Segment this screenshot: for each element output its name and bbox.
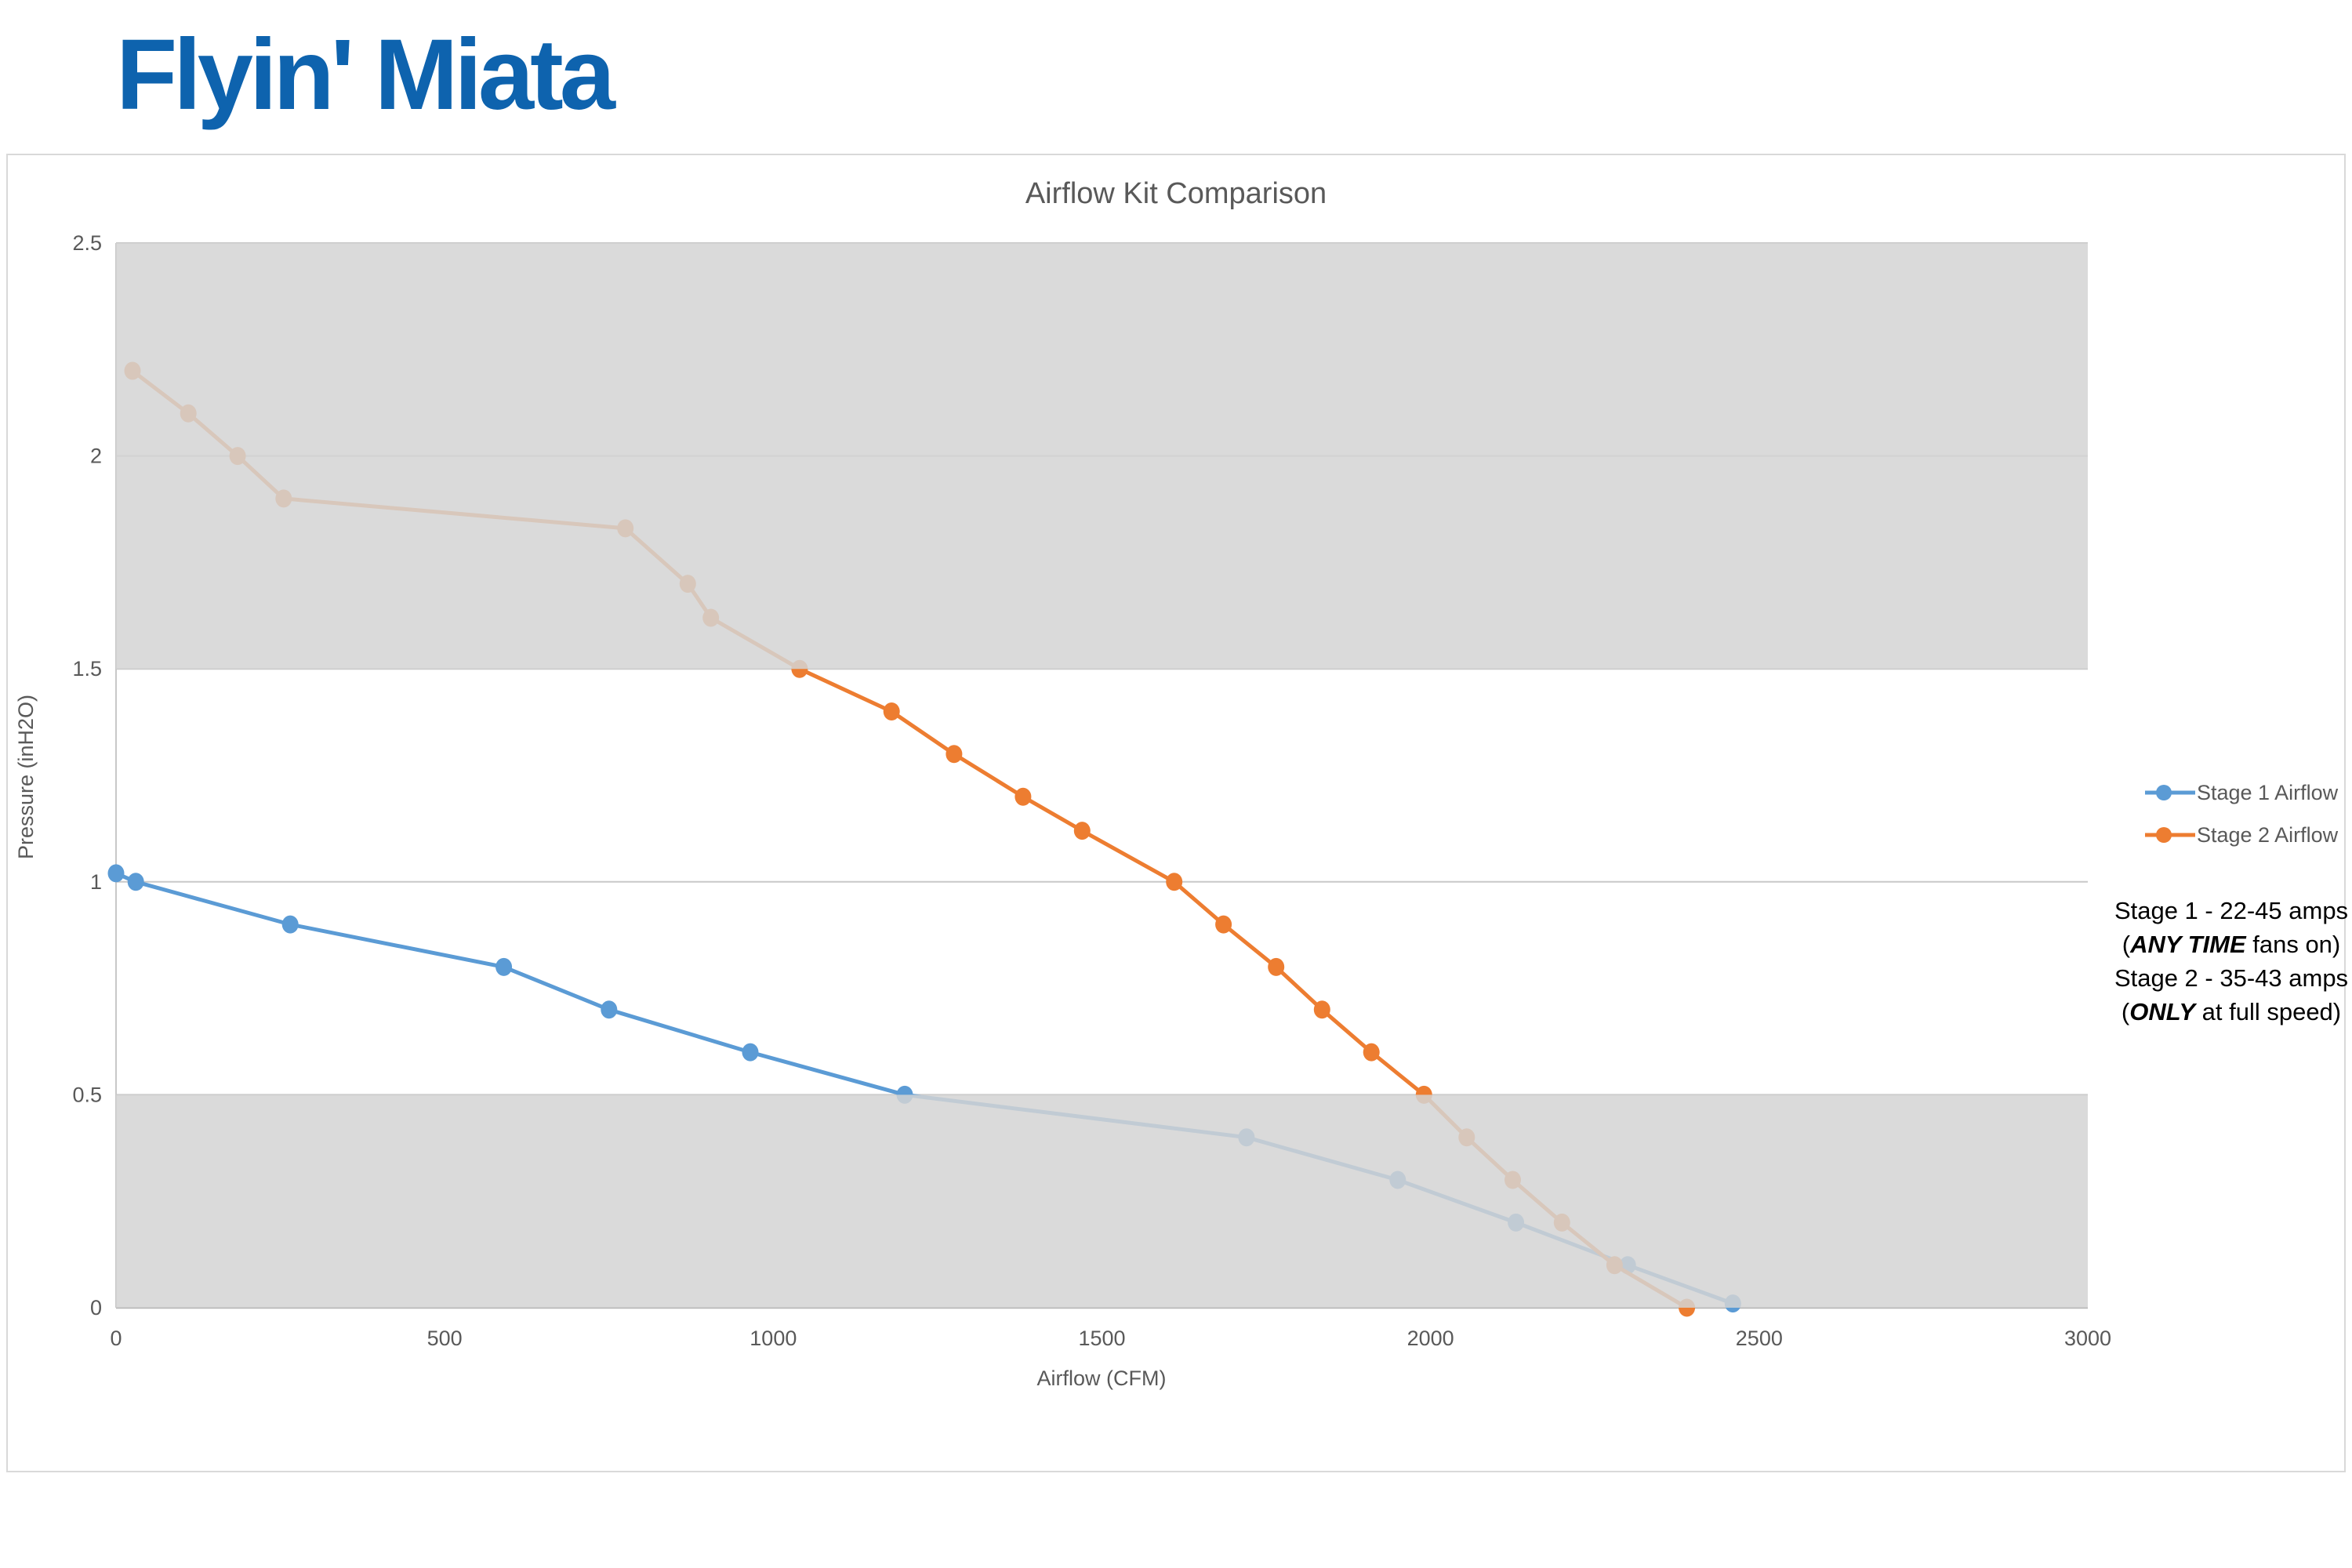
data-point-stage-2-airflow — [883, 702, 900, 720]
y-tick-label: 0.5 — [72, 1083, 102, 1106]
x-tick-label: 1000 — [750, 1327, 797, 1350]
data-point-stage-2-airflow — [1268, 957, 1285, 976]
data-point-stage-2-airflow — [1363, 1043, 1380, 1062]
data-point-stage-1-airflow — [601, 1000, 618, 1019]
shaded-band-overlay — [116, 1094, 2088, 1308]
y-tick-label: 2.5 — [72, 231, 102, 255]
y-axis-title: Pressure (inH2O) — [14, 694, 38, 860]
data-point-stage-2-airflow — [1073, 822, 1091, 840]
x-tick-label: 500 — [427, 1327, 463, 1350]
legend-label-stage-2: Stage 2 Airflow — [2197, 822, 2339, 847]
y-tick-label: 0 — [90, 1296, 102, 1319]
data-point-stage-1-airflow — [495, 957, 513, 976]
y-tick-label: 1 — [90, 870, 102, 894]
annotation-line: (ANY TIME fans on) — [2122, 931, 2341, 958]
chart-title: Airflow Kit Comparison — [1025, 177, 1327, 210]
x-tick-label: 0 — [110, 1327, 122, 1350]
legend-item-stage-2: Stage 2 Airflow — [2145, 823, 2349, 847]
x-tick-label: 2000 — [1407, 1327, 1454, 1350]
shaded-band-overlay — [116, 243, 2088, 670]
data-point-stage-2-airflow — [1014, 787, 1032, 806]
x-tick-label: 3000 — [2064, 1327, 2111, 1350]
annotation-line: Stage 2 - 35-43 amps — [2114, 964, 2349, 992]
stage-2-line-marker-icon — [2145, 827, 2195, 843]
amps-annotation: Stage 1 - 22-45 amps (ANY TIME fans on) St… — [2107, 894, 2352, 1029]
data-point-stage-1-airflow — [281, 915, 299, 934]
data-point-stage-2-airflow — [1313, 1000, 1330, 1019]
annotation-line: (ONLY at full speed) — [2121, 998, 2342, 1025]
y-tick-label: 2 — [90, 445, 102, 468]
plot-area: 0 0.5 1 1.5 2 2.5 0 500 1000 1500 2000 2500 3000 — [72, 231, 2111, 1350]
y-tick-label: 1.5 — [72, 657, 102, 681]
data-point-stage-1-airflow — [742, 1043, 759, 1062]
x-tick-label: 1500 — [1078, 1327, 1125, 1350]
data-point-stage-2-airflow — [1215, 915, 1232, 934]
data-point-stage-1-airflow — [127, 873, 144, 891]
annotation-line: Stage 1 - 22-45 amps — [2114, 897, 2349, 924]
chart-frame: Airflow Kit Comparison 0 0.5 1 1.5 2 2.5 0 500 1… — [6, 154, 2349, 1472]
x-axis-title: Airflow (CFM) — [1036, 1367, 1167, 1390]
data-point-stage-2-airflow — [946, 745, 963, 764]
data-point-stage-1-airflow — [107, 864, 125, 883]
brand-logo: Flyin' Miata — [116, 19, 615, 131]
stage-1-line-marker-icon — [2145, 785, 2195, 800]
x-tick-label: 2500 — [1736, 1327, 1783, 1350]
legend-item-stage-1: Stage 1 Airflow — [2145, 781, 2349, 804]
legend: Stage 1 Airflow Stage 2 Airflow — [2145, 781, 2349, 866]
data-point-stage-2-airflow — [1166, 873, 1183, 891]
legend-label-stage-1: Stage 1 Airflow — [2197, 780, 2339, 804]
